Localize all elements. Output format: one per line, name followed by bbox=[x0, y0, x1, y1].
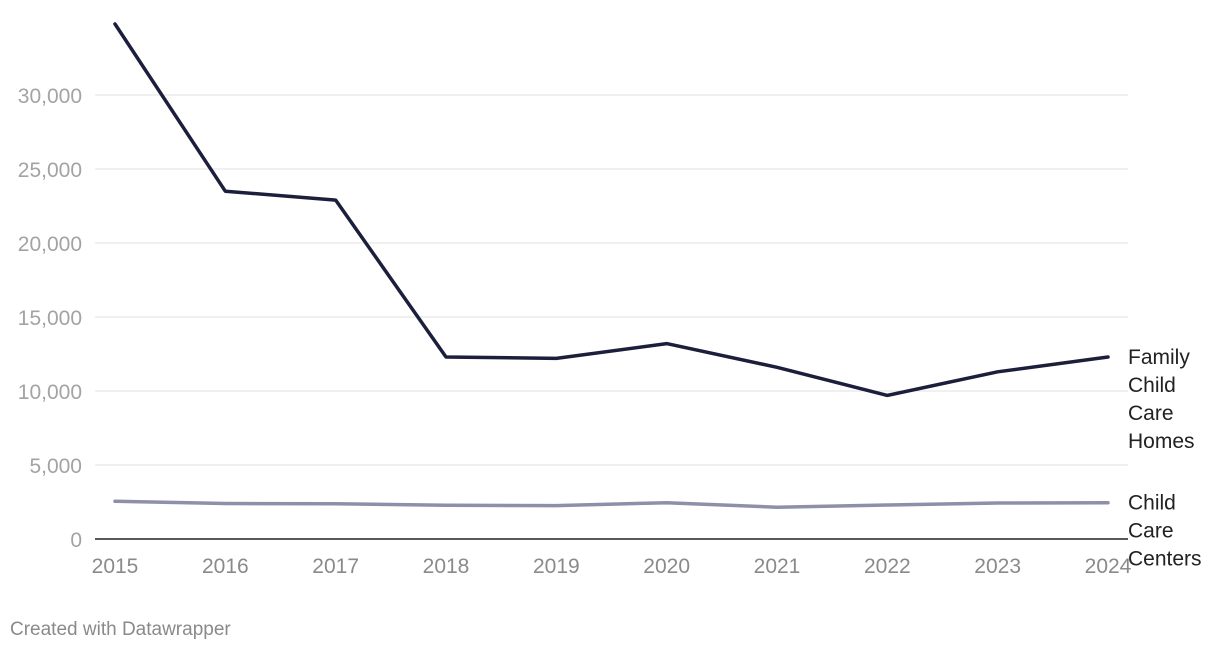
series-label-line: Homes bbox=[1128, 430, 1195, 453]
series-label-line: Care bbox=[1128, 402, 1174, 425]
y-tick-label: 30,000 bbox=[18, 85, 82, 108]
x-tick-label: 2022 bbox=[864, 555, 911, 578]
y-tick-label: 25,000 bbox=[18, 159, 82, 182]
footer-credit: Created with Datawrapper bbox=[10, 619, 231, 641]
y-tick-label: 15,000 bbox=[18, 307, 82, 330]
series-line-child-care-centers bbox=[115, 501, 1108, 507]
series-label: Family Child Care Homes bbox=[1128, 346, 1195, 453]
y-axis-tick-labels: 0 5,000 10,000 15,000 20,000 25,000 30,000 bbox=[18, 85, 82, 552]
series-label-line: Care bbox=[1128, 520, 1174, 543]
y-tick-label: 0 bbox=[70, 529, 82, 552]
y-tick-label: 20,000 bbox=[18, 233, 82, 256]
x-tick-label: 2017 bbox=[312, 555, 359, 578]
x-tick-label: 2019 bbox=[533, 555, 580, 578]
x-tick-label: 2021 bbox=[754, 555, 801, 578]
x-axis-tick-labels: 2015 2016 2017 2018 2019 2020 2021 2022 2023 2024 bbox=[92, 555, 1132, 578]
x-tick-label: 2018 bbox=[423, 555, 470, 578]
series-label-line: Family bbox=[1128, 346, 1190, 369]
x-tick-label: 2023 bbox=[974, 555, 1021, 578]
series-label: Child Care Centers bbox=[1128, 492, 1202, 571]
series-label-line: Child bbox=[1128, 492, 1176, 515]
x-tick-label: 2016 bbox=[202, 555, 249, 578]
series-label-line: Child bbox=[1128, 374, 1176, 397]
series-lines bbox=[115, 24, 1108, 507]
y-tick-label: 10,000 bbox=[18, 381, 82, 404]
series-label-line: Centers bbox=[1128, 548, 1202, 571]
series-labels: Family Child Care Homes Child Care Centers bbox=[1128, 346, 1202, 571]
gridlines bbox=[95, 95, 1128, 539]
y-tick-label: 5,000 bbox=[29, 455, 82, 478]
x-tick-label: 2020 bbox=[643, 555, 690, 578]
x-tick-label: 2015 bbox=[92, 555, 139, 578]
x-tick-label: 2024 bbox=[1085, 555, 1132, 578]
series-line-family-child-care-homes bbox=[115, 24, 1108, 395]
